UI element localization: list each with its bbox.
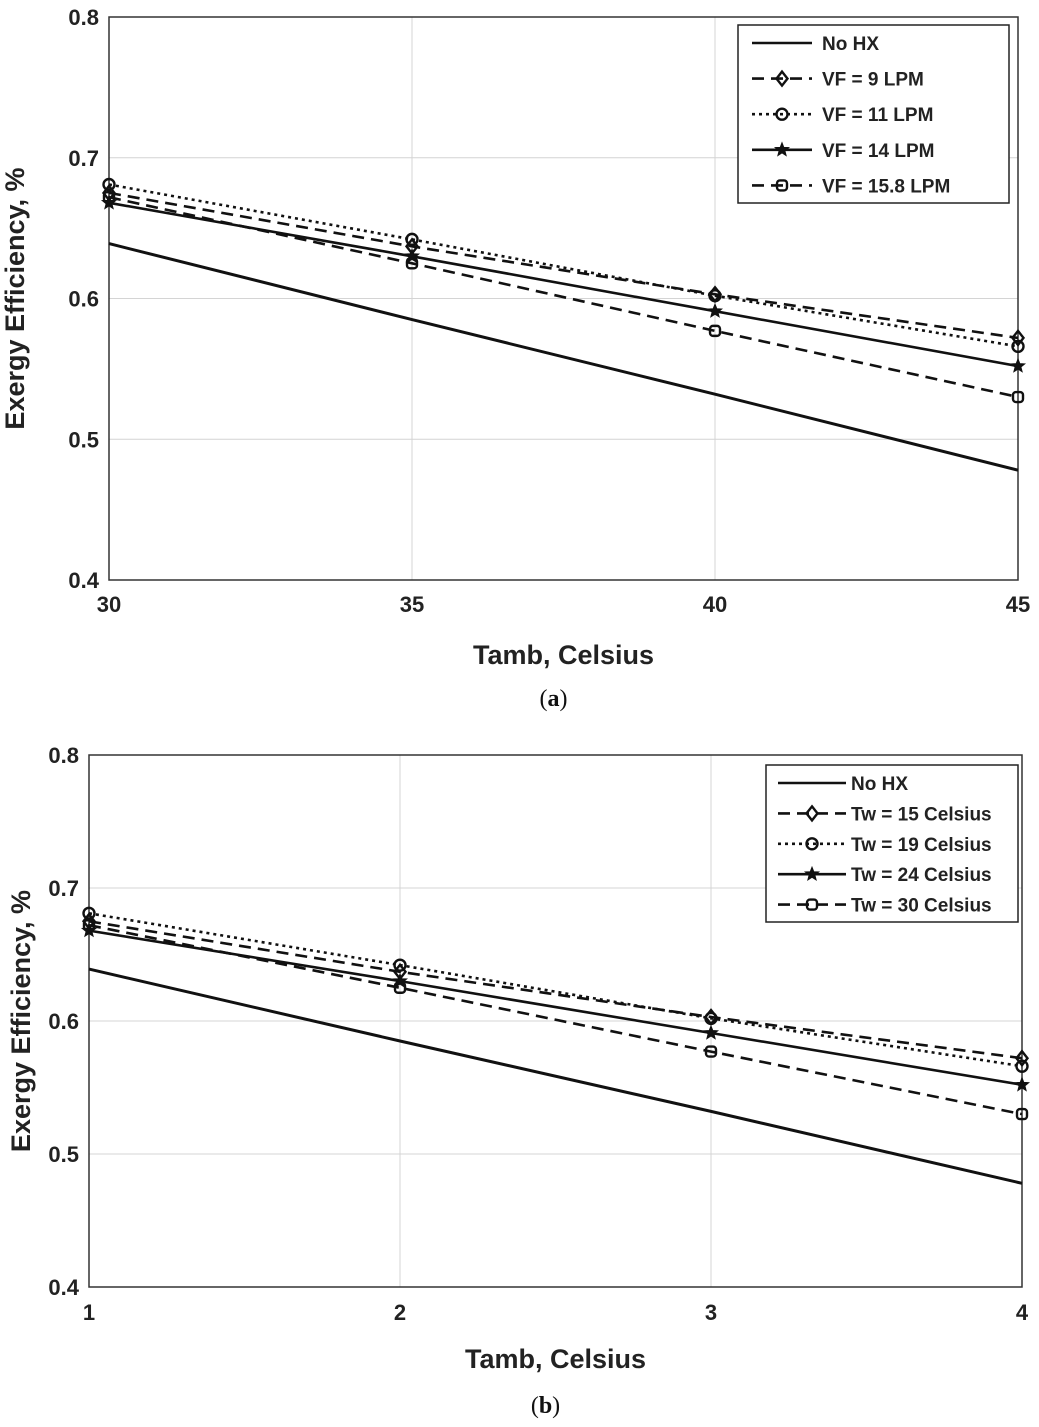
legend-marker <box>775 179 789 192</box>
legend-label: Tw = 19 Celsius <box>851 835 992 856</box>
series-line <box>108 183 1019 348</box>
series-1 <box>108 242 1019 472</box>
data-point <box>102 177 116 192</box>
legend-label: Tw = 30 Celsius <box>851 896 992 917</box>
data-point <box>393 981 407 994</box>
y-tick-label: 0.8 <box>48 743 79 768</box>
series-line <box>108 191 1019 340</box>
x-tick-label: 1 <box>83 1300 95 1325</box>
series-line <box>88 967 1023 1185</box>
x-tick-label: 2 <box>394 1300 406 1325</box>
panel-caption-letter: a <box>548 686 560 712</box>
series-line <box>88 920 1023 1060</box>
series-3 <box>82 906 1029 1073</box>
legend-marker <box>804 804 820 823</box>
data-point <box>1011 390 1025 404</box>
y-tick-label: 0.6 <box>68 287 99 312</box>
data-point <box>708 324 722 338</box>
legend-label: VF = 14 LPM <box>822 141 934 162</box>
y-tick-label: 0.8 <box>68 5 99 30</box>
legend-marker <box>803 865 821 882</box>
chart-panel-b: 1 2 3 4 0.4 0.5 0.6 0.7 0.8 No HX Tw = 15 Celsius T… <box>6 743 1031 1419</box>
data-point <box>405 232 419 247</box>
legend-label: No HX <box>822 34 879 55</box>
legend-label: Tw = 24 Celsius <box>851 865 992 886</box>
axes-frame <box>88 754 1023 1288</box>
legend-marker <box>773 141 791 157</box>
data-point <box>82 906 96 920</box>
data-point <box>1009 357 1027 373</box>
legend-label: VF = 15.8 LPM <box>822 176 950 197</box>
panel-caption: (b) <box>531 1393 560 1419</box>
series-5 <box>82 919 1029 1121</box>
x-tick-label: 45 <box>1006 592 1030 617</box>
panel-caption: (a) <box>540 686 568 712</box>
y-axis-label: Exergy Efficiency, % <box>6 890 36 1152</box>
y-tick-label: 0.5 <box>48 1142 79 1167</box>
series-3 <box>102 177 1025 354</box>
data-point <box>706 302 724 318</box>
axes-frame <box>108 16 1019 581</box>
data-point <box>393 958 407 972</box>
data-point <box>102 190 116 204</box>
y-axis-label: Exergy Efficiency, % <box>0 167 30 429</box>
data-point <box>1015 1107 1029 1121</box>
series-line <box>108 242 1019 472</box>
legend: No HX VF = 9 LPM VF = 11 LPM VF = 14 LPM VF … <box>737 24 1010 204</box>
legend-marker <box>774 69 790 88</box>
series-line <box>108 195 1019 399</box>
panel-caption-letter: b <box>539 1393 552 1419</box>
x-tick-label: 3 <box>705 1300 717 1325</box>
y-tick-label: 0.7 <box>68 146 99 171</box>
data-point <box>702 1024 720 1040</box>
data-point <box>704 1045 718 1058</box>
x-tick-label: 40 <box>703 592 727 617</box>
data-point <box>82 919 96 932</box>
data-point <box>704 1011 718 1026</box>
data-point <box>1013 1076 1031 1092</box>
legend-label: VF = 11 LPM <box>822 105 933 126</box>
data-point <box>1010 328 1026 347</box>
data-point <box>708 288 722 303</box>
legend-marker <box>805 898 819 911</box>
legend-marker <box>775 107 789 121</box>
y-tick-label: 0.4 <box>68 568 99 593</box>
series-line <box>88 923 1023 1116</box>
x-tick-label: 4 <box>1016 1300 1029 1325</box>
y-tick-label: 0.4 <box>48 1275 79 1300</box>
legend: No HX Tw = 15 Celsius Tw = 19 Celsius Tw = … <box>765 764 1019 923</box>
y-tick-label: 0.7 <box>48 876 79 901</box>
x-tick-label: 30 <box>97 592 121 617</box>
x-axis-label: Tamb, Celsius <box>465 1344 646 1374</box>
series-5 <box>102 190 1025 404</box>
y-tick-label: 0.6 <box>48 1009 79 1034</box>
x-tick-label: 35 <box>400 592 424 617</box>
y-tick-label: 0.5 <box>68 427 99 452</box>
data-point <box>391 972 409 988</box>
legend-box <box>737 24 1010 204</box>
data-point <box>405 257 419 270</box>
data-point <box>1015 1059 1029 1073</box>
series-1 <box>88 967 1023 1185</box>
legend-label: Tw = 15 Celsius <box>851 804 992 825</box>
chart-panel-a: 30 35 40 45 0.4 0.5 0.6 0.7 0.8 No HX VF = 9 LPM VF… <box>0 5 1030 712</box>
x-axis-label: Tamb, Celsius <box>473 640 654 670</box>
legend-label: No HX <box>851 774 908 795</box>
legend-label: VF = 9 LPM <box>822 70 924 91</box>
data-point <box>1011 339 1025 354</box>
legend-marker <box>805 837 819 851</box>
